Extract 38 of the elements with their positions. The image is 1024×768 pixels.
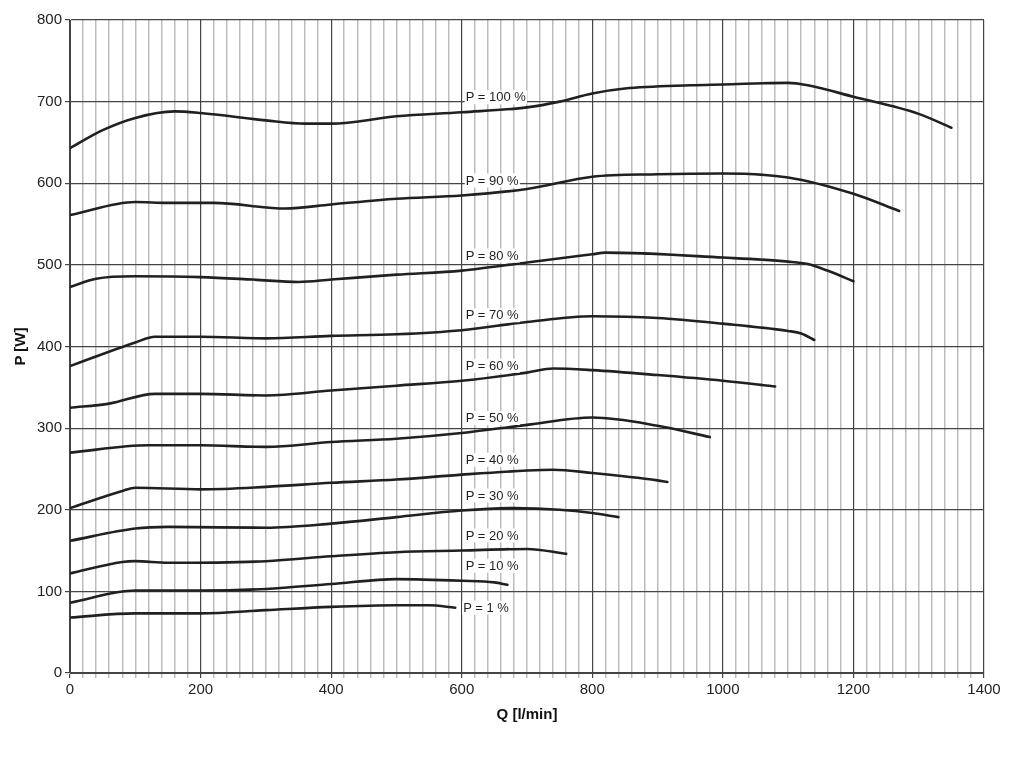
series-label: P = 70 % — [465, 307, 520, 323]
x-tick-label: 1400 — [967, 680, 1001, 698]
line-series — [70, 547, 568, 575]
y-tick-label: 500 — [37, 255, 63, 273]
series-label: P = 60 % — [465, 357, 520, 373]
x-tick-label: 0 — [65, 680, 75, 698]
y-tick-label: 0 — [53, 663, 63, 681]
y-tick-label: 800 — [37, 10, 63, 28]
series-label: P = 10 % — [465, 557, 520, 573]
line-series — [70, 577, 509, 605]
series-label: P = 1 % — [463, 599, 510, 615]
y-tick-label: 400 — [37, 336, 63, 354]
line-series — [70, 81, 953, 150]
series-label: P = 20 % — [465, 527, 520, 543]
y-tick-label: 200 — [37, 499, 63, 517]
line-series — [70, 251, 855, 289]
line-series — [70, 603, 457, 619]
y-tick-label: 300 — [37, 418, 63, 436]
y-tick-label: 700 — [37, 91, 63, 109]
line-series — [70, 172, 901, 217]
series-label: P = 90 % — [465, 172, 520, 188]
series-label: P = 30 % — [465, 487, 520, 503]
y-tick-label: 600 — [37, 173, 63, 191]
x-tick-label: 600 — [449, 680, 475, 698]
line-series — [70, 506, 620, 543]
series-label: P = 50 % — [465, 410, 520, 426]
x-tick-label: 200 — [188, 680, 214, 698]
x-tick-label: 800 — [579, 680, 605, 698]
y-axis-title: P [W] — [11, 327, 29, 366]
line-series — [70, 468, 669, 510]
y-tick-label: 100 — [37, 581, 63, 599]
x-tick-label: 1000 — [706, 680, 740, 698]
series-label: P = 100 % — [465, 89, 527, 105]
series-label: P = 40 % — [465, 451, 520, 467]
x-axis-title: Q [l/min] — [496, 705, 558, 723]
x-tick-label: 400 — [318, 680, 344, 698]
x-tick-label: 1200 — [836, 680, 871, 698]
series-label: P = 80 % — [465, 247, 520, 263]
